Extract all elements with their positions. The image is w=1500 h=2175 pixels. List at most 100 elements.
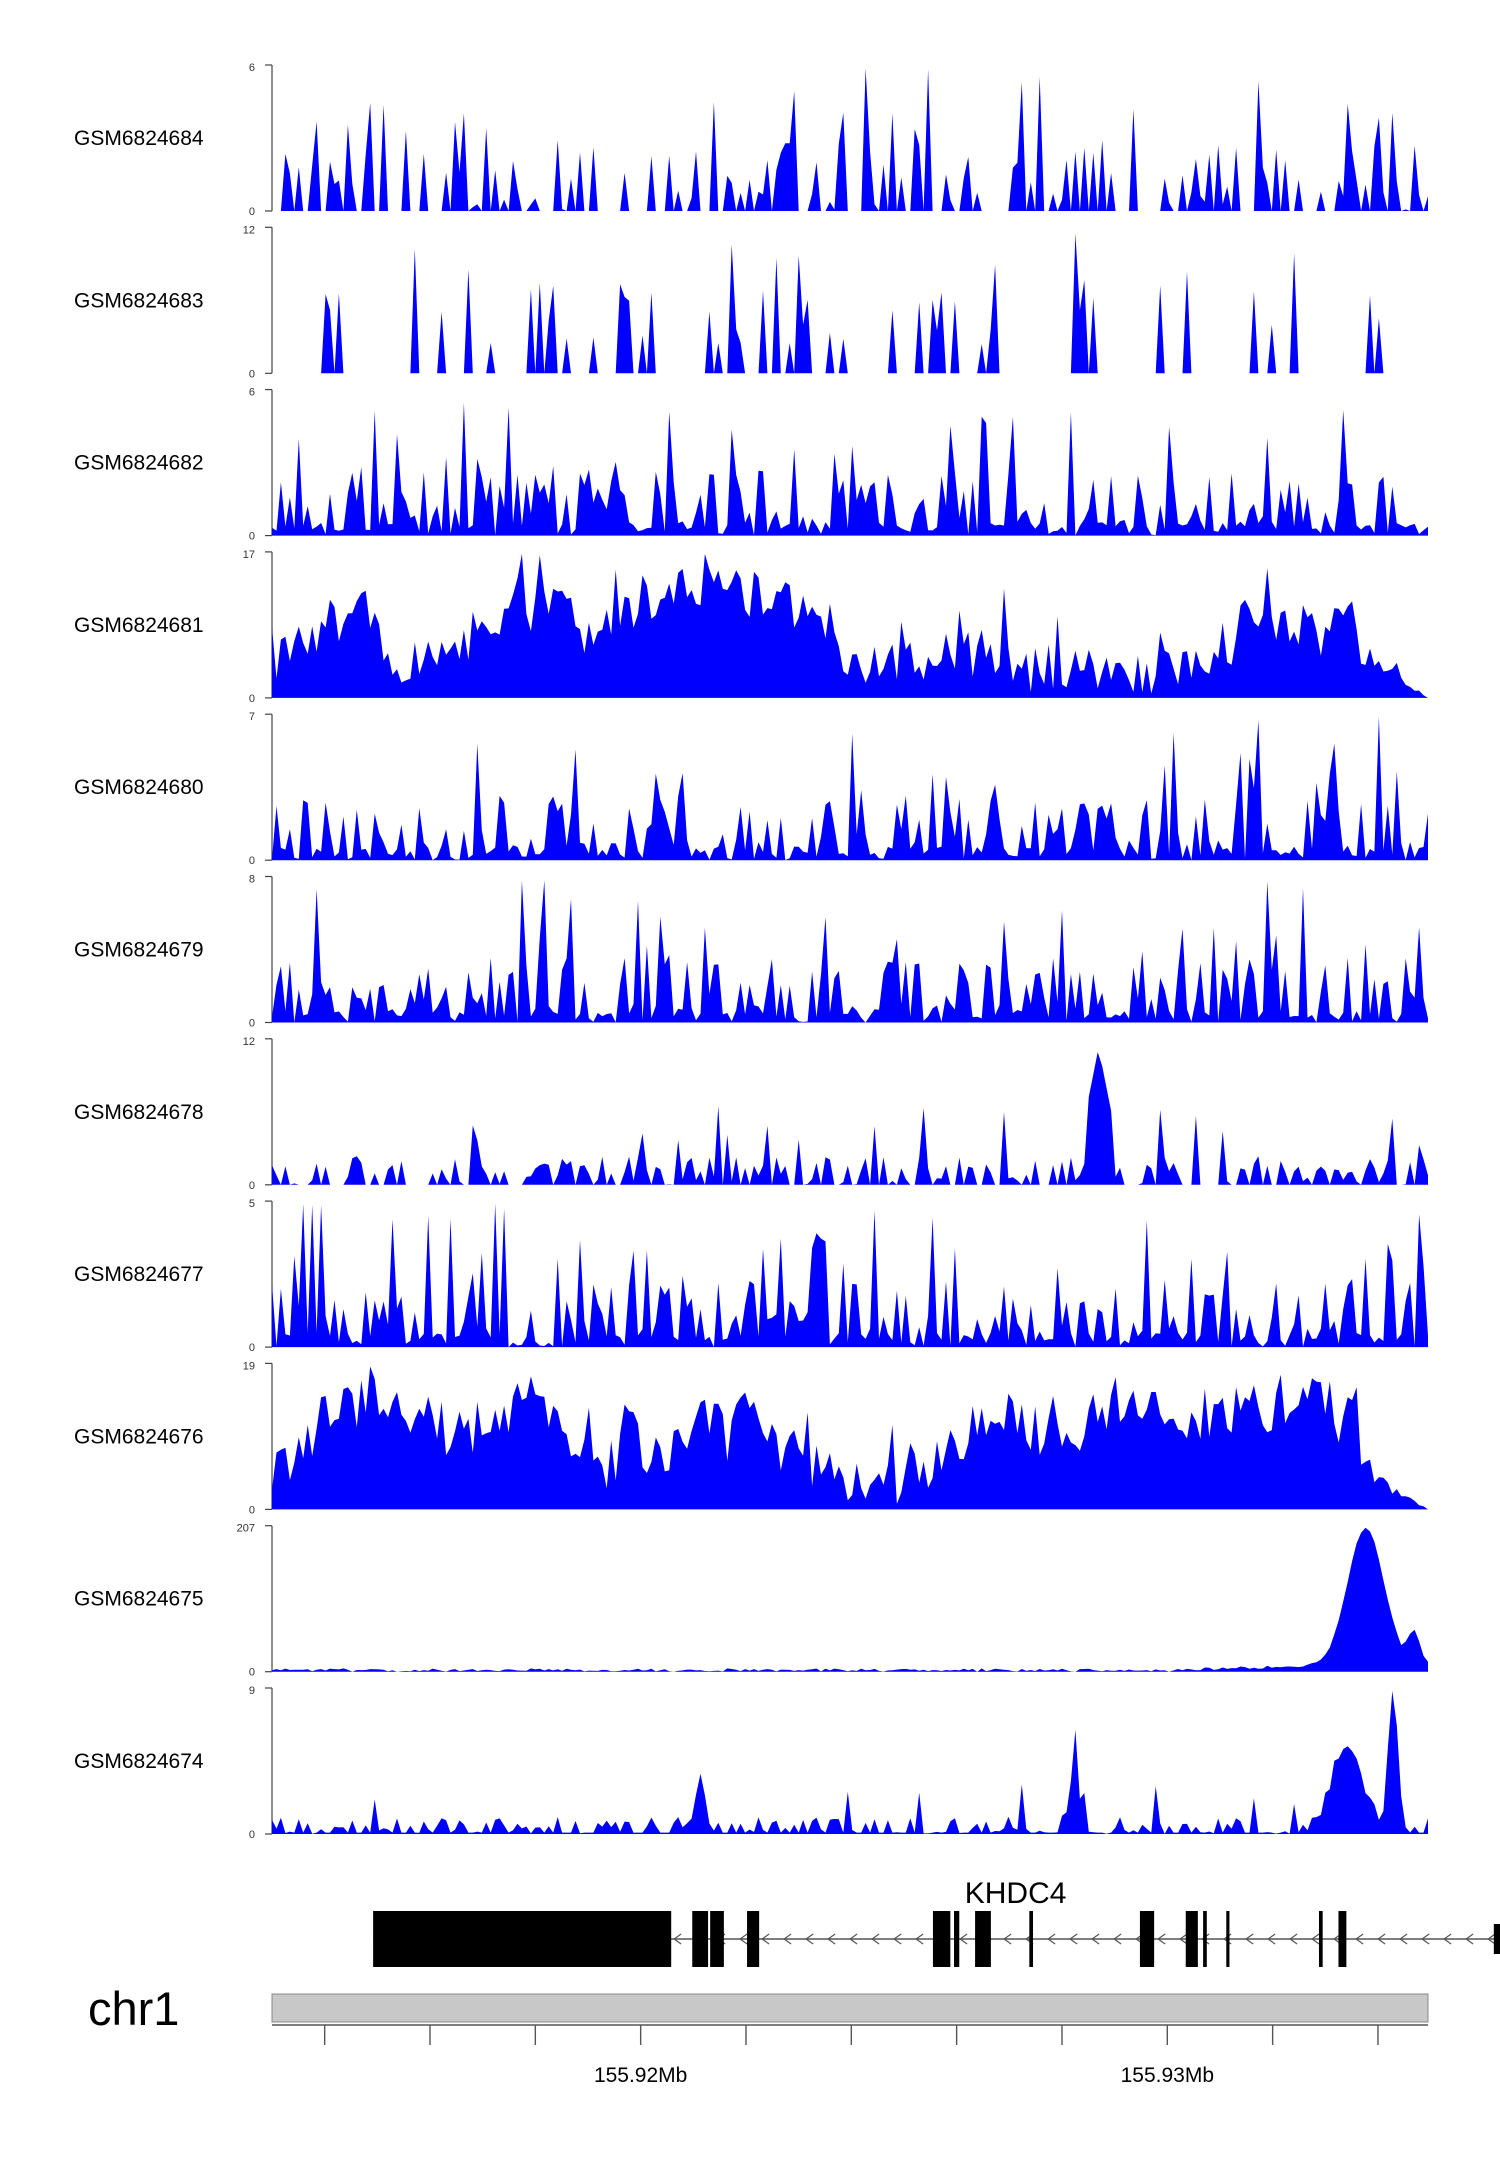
- strand-arrow: [1377, 1933, 1386, 1945]
- track-label: GSM6824681: [74, 614, 204, 637]
- y-tick-label-max: 17: [243, 549, 255, 561]
- strand-arrow: [915, 1933, 924, 1945]
- coverage-area: [272, 1203, 1428, 1348]
- strand-arrow: [827, 1933, 836, 1945]
- strand-arrow: [1399, 1933, 1408, 1945]
- y-tick-label-max: 207: [237, 1523, 255, 1535]
- strand-arrow: [1465, 1933, 1474, 1945]
- exon-block: [1226, 1911, 1230, 1967]
- y-tick-label-min: 0: [249, 693, 255, 705]
- exon-block: [710, 1911, 724, 1967]
- exon-block: [954, 1911, 960, 1967]
- y-tick-label-min: 0: [249, 206, 255, 218]
- strand-arrow: [1311, 1933, 1320, 1945]
- strand-arrow: [1047, 1933, 1056, 1945]
- y-tick-label-max: 12: [243, 1036, 255, 1048]
- track-GSM6824676: GSM6824676 19 0: [74, 1360, 1428, 1516]
- coverage-area: [272, 1052, 1428, 1185]
- strand-arrow: [1179, 1933, 1188, 1945]
- track-GSM6824684: GSM6824684 6 0: [74, 62, 1428, 218]
- axis-tick-label: 155.92Mb: [594, 2064, 687, 2087]
- y-tick-label-max: 8: [249, 874, 255, 886]
- y-tick-label-min: 0: [249, 1667, 255, 1679]
- track-label: GSM6824676: [74, 1425, 204, 1448]
- track-label: GSM6824678: [74, 1101, 204, 1124]
- coverage-area: [272, 1690, 1428, 1834]
- exon-block: [1185, 1911, 1198, 1967]
- strand-arrow: [761, 1933, 770, 1945]
- track-GSM6824678: GSM6824678 12 0: [74, 1036, 1428, 1192]
- exon-block: [373, 1911, 672, 1967]
- strand-arrow: [959, 1933, 968, 1945]
- track-GSM6824683: GSM6824683 12 0: [74, 224, 1428, 380]
- strand-arrow: [1487, 1933, 1496, 1945]
- exon-block: [1203, 1911, 1207, 1967]
- track-label: GSM6824683: [74, 289, 204, 312]
- coverage-area: [272, 553, 1428, 698]
- y-tick-label-max: 12: [243, 224, 255, 236]
- strand-arrow: [1355, 1933, 1364, 1945]
- track-label: GSM6824682: [74, 452, 204, 475]
- chromosome-label: chr1: [88, 1982, 179, 2035]
- exon-block: [1338, 1911, 1347, 1967]
- track-label: GSM6824675: [74, 1588, 204, 1611]
- coverage-area: [272, 716, 1428, 861]
- track-label: GSM6824674: [74, 1750, 204, 1773]
- y-tick-label-max: 5: [249, 1198, 255, 1210]
- strand-arrow: [849, 1933, 858, 1945]
- y-tick-label-max: 6: [249, 387, 255, 399]
- track-label: GSM6824680: [74, 776, 204, 799]
- strand-arrow: [1289, 1933, 1298, 1945]
- track-GSM6824681: GSM6824681 17 0: [74, 549, 1428, 705]
- strand-arrow: [1421, 1933, 1430, 1945]
- track-label: GSM6824677: [74, 1263, 204, 1286]
- exon-block: [692, 1911, 709, 1967]
- strand-arrow: [1245, 1933, 1254, 1945]
- chromosome-ideogram: chr1: [88, 1982, 1429, 2035]
- track-GSM6824679: GSM6824679 8 0: [74, 874, 1428, 1030]
- y-tick-label-min: 0: [249, 531, 255, 543]
- track-label: GSM6824679: [74, 939, 204, 962]
- strand-arrow: [673, 1933, 682, 1945]
- strand-arrow: [1157, 1933, 1166, 1945]
- y-tick-label-min: 0: [249, 1504, 255, 1516]
- coverage-area: [272, 880, 1428, 1023]
- exon-block: [404, 1911, 419, 1967]
- track-GSM6824674: GSM6824674 9 0: [74, 1685, 1428, 1841]
- track-label: GSM6824684: [74, 127, 204, 150]
- y-tick-label-max: 7: [249, 711, 255, 723]
- gene-track: KHDC4: [373, 1877, 1500, 1967]
- coverage-area: [272, 1527, 1428, 1672]
- exon-block: [1493, 1924, 1500, 1954]
- strand-arrow: [1003, 1933, 1012, 1945]
- strand-arrow: [871, 1933, 880, 1945]
- strand-arrow: [1443, 1933, 1452, 1945]
- track-GSM6824680: GSM6824680 7 0: [74, 711, 1428, 867]
- track-GSM6824682: GSM6824682 6 0: [74, 387, 1428, 543]
- y-tick-label-max: 19: [243, 1360, 255, 1372]
- strand-arrow: [783, 1933, 792, 1945]
- strand-arrow: [893, 1933, 902, 1945]
- exon-block: [1139, 1911, 1155, 1967]
- track-GSM6824677: GSM6824677 5 0: [74, 1198, 1428, 1354]
- y-tick-label-min: 0: [249, 1342, 255, 1354]
- y-tick-label-min: 0: [249, 1018, 255, 1030]
- strand-arrow: [1113, 1933, 1122, 1945]
- axis-tick-label: 155.93Mb: [1121, 2064, 1214, 2087]
- ideogram-bar: [271, 1993, 1429, 2023]
- strand-arrow: [1069, 1933, 1078, 1945]
- genome-axis: 155.92Mb 155.93Mb: [272, 2024, 1428, 2087]
- coverage-area: [272, 402, 1428, 536]
- gene-name-label: KHDC4: [965, 1877, 1067, 1910]
- strand-arrow: [739, 1933, 748, 1945]
- y-tick-label-max: 9: [249, 1685, 255, 1697]
- track-GSM6824675: GSM6824675 207 0: [74, 1523, 1428, 1679]
- exon-block: [747, 1911, 760, 1967]
- y-tick-label-max: 6: [249, 62, 255, 74]
- strand-arrow: [805, 1933, 814, 1945]
- strand-arrow: [1267, 1933, 1276, 1945]
- strand-arrow: [1091, 1933, 1100, 1945]
- exon-block: [1029, 1911, 1034, 1967]
